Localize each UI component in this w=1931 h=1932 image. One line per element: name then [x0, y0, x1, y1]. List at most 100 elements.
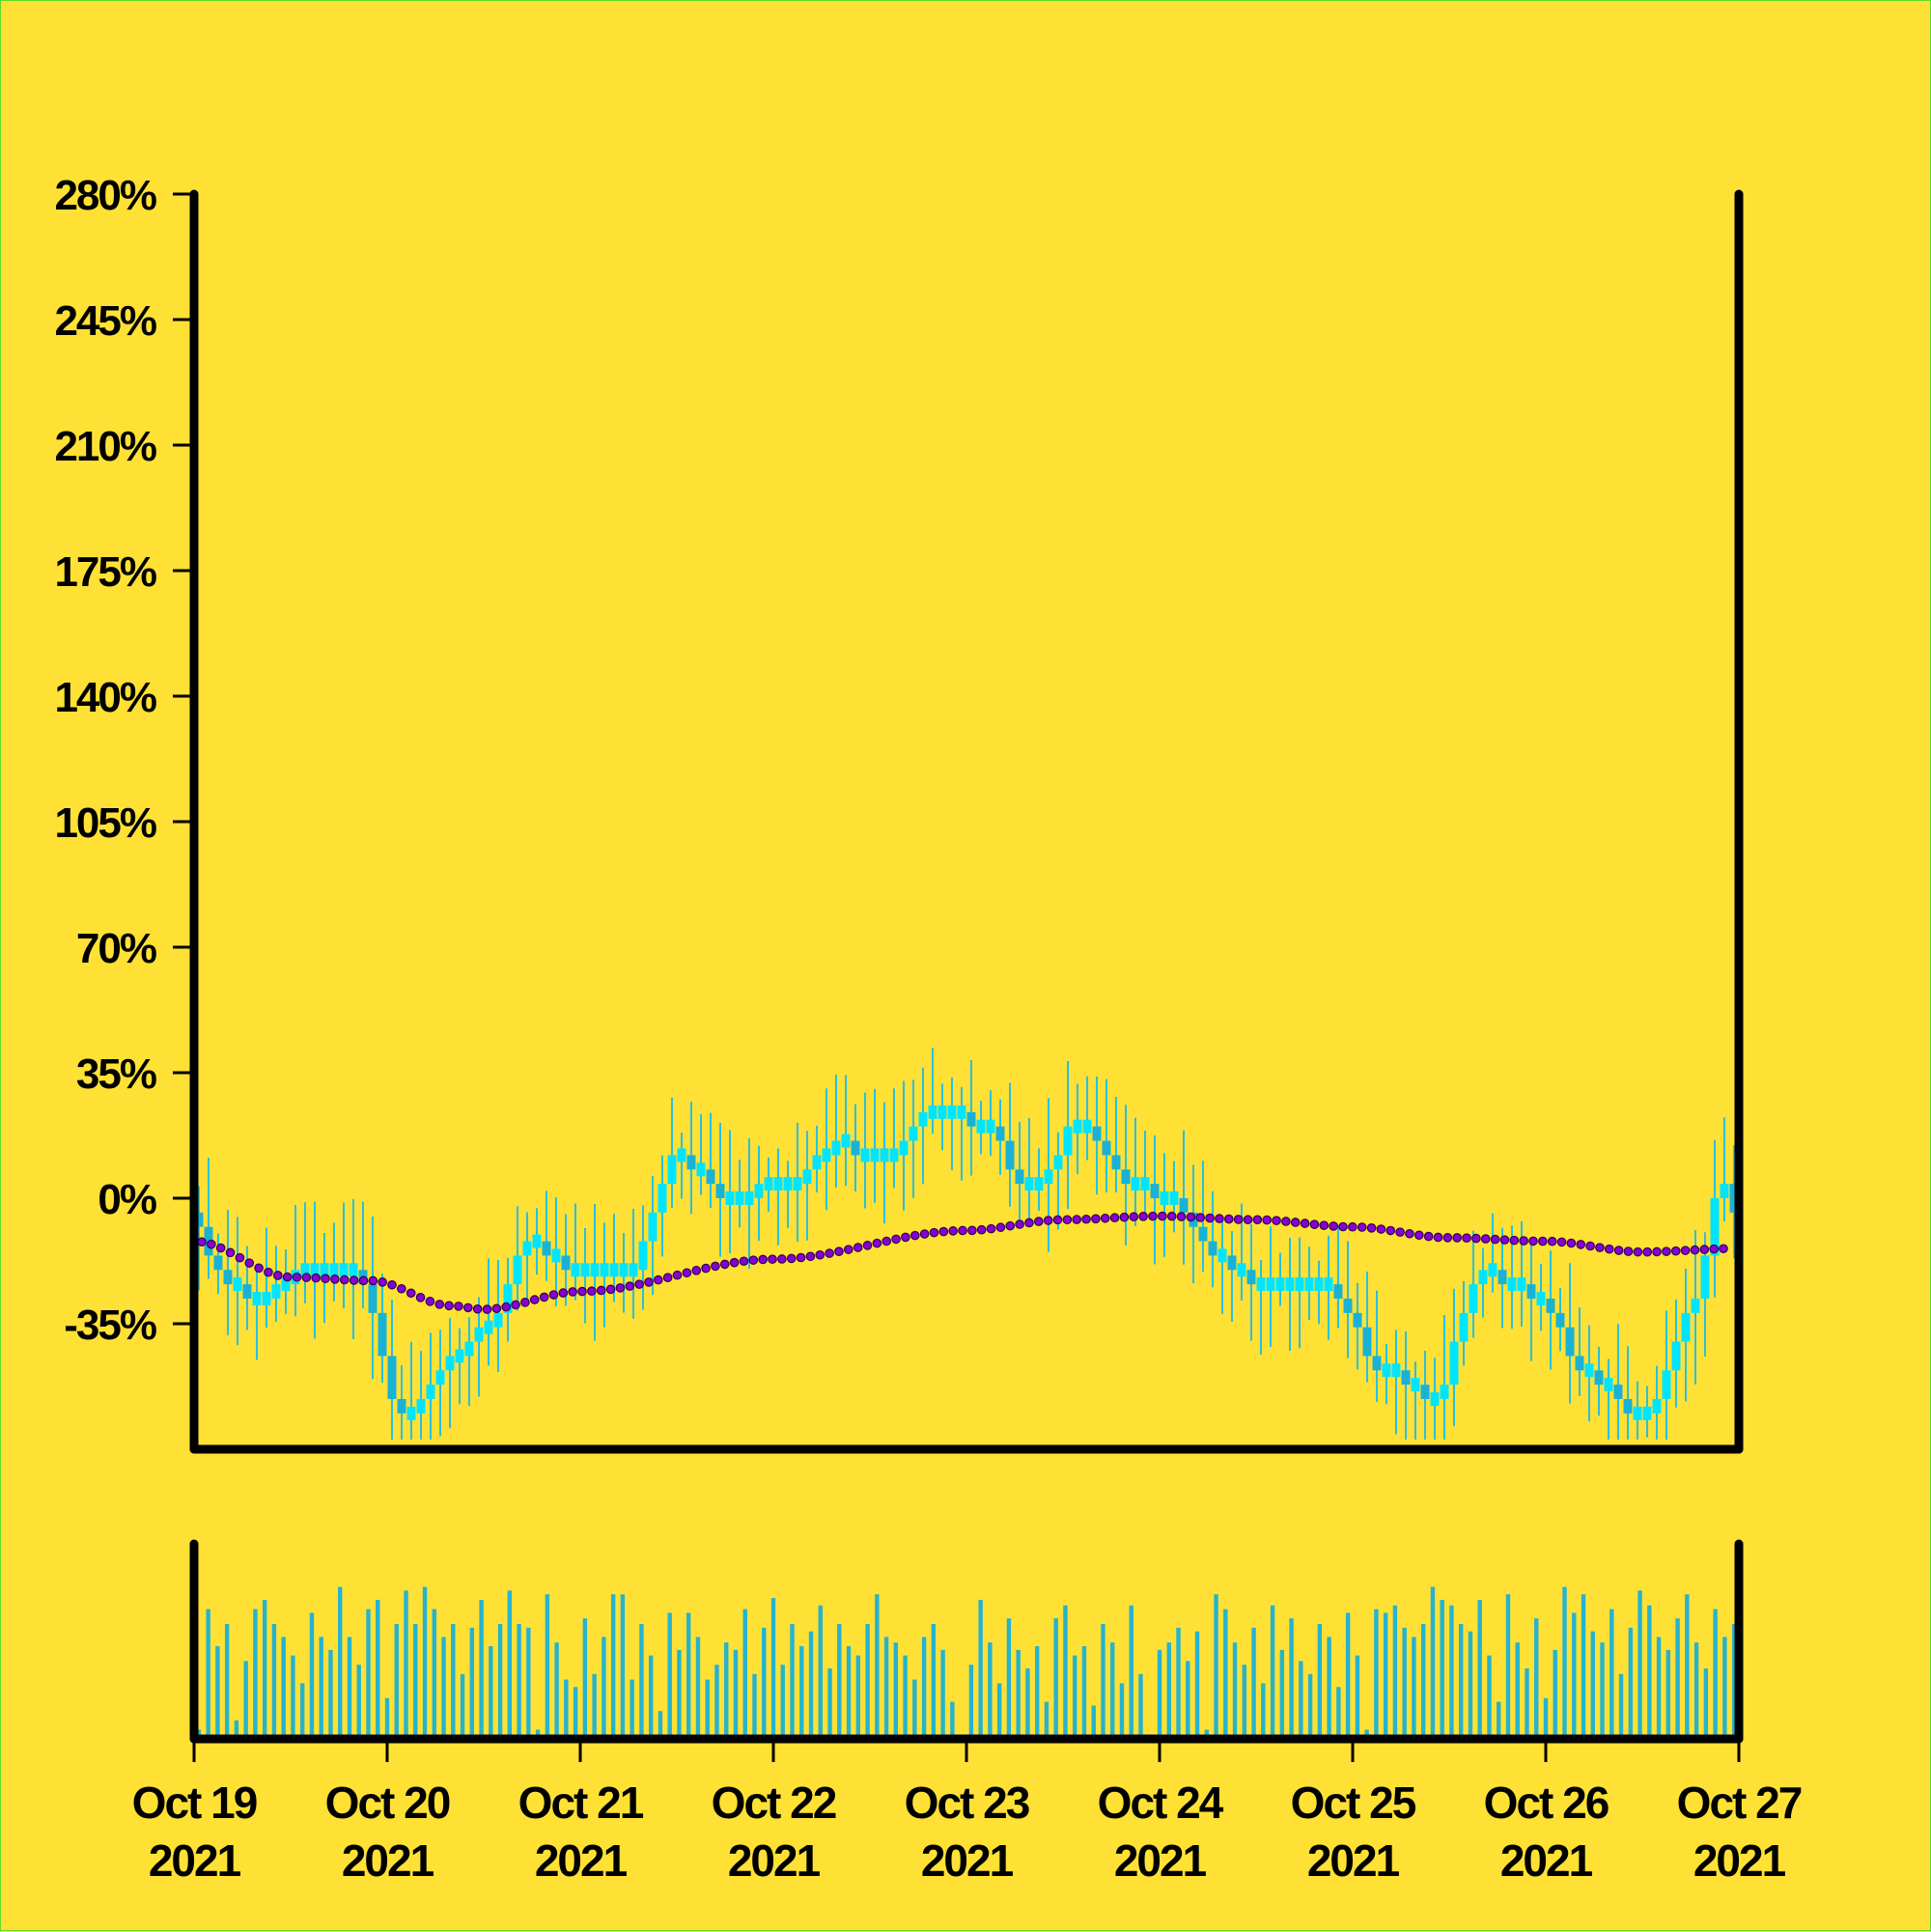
moving-average-point: [1062, 1215, 1073, 1225]
candle: [696, 1113, 706, 1195]
candle-body: [648, 1212, 658, 1242]
moving-average-point: [967, 1225, 977, 1236]
volume-bar: [968, 1665, 974, 1739]
volume-bar: [479, 1600, 484, 1739]
moving-average-point: [397, 1283, 406, 1294]
candle: [957, 1086, 966, 1181]
candle-body: [1575, 1356, 1584, 1371]
volume-bar: [705, 1679, 710, 1739]
candle: [1275, 1252, 1285, 1306]
moving-average-point: [1547, 1236, 1557, 1246]
volume-bar: [686, 1612, 691, 1739]
moving-average-point: [1186, 1212, 1196, 1222]
volume-bar: [1129, 1605, 1133, 1739]
volume-bar: [299, 1683, 305, 1739]
candle: [995, 1099, 1005, 1175]
candle: [899, 1080, 909, 1211]
candle-body: [1720, 1184, 1729, 1198]
candle: [513, 1206, 522, 1311]
candle-body: [957, 1105, 966, 1119]
moving-average-point: [995, 1222, 1006, 1233]
volume-bar: [667, 1612, 672, 1739]
candle: [590, 1203, 600, 1341]
volume-bar: [610, 1594, 616, 1739]
candle-body: [1594, 1370, 1604, 1386]
moving-average-point: [264, 1267, 273, 1277]
moving-average-point: [634, 1279, 644, 1289]
moving-average-point: [539, 1292, 549, 1302]
moving-average-point: [1176, 1212, 1187, 1221]
candle: [1555, 1288, 1565, 1352]
moving-average-point: [548, 1290, 559, 1300]
candle-body: [1005, 1140, 1015, 1170]
moving-average-point: [568, 1287, 577, 1297]
volume-bar: [1232, 1642, 1238, 1739]
moving-average-point: [768, 1254, 777, 1264]
candle: [1362, 1272, 1372, 1383]
candle: [1246, 1223, 1256, 1341]
candle: [715, 1123, 725, 1257]
candle: [1729, 1145, 1739, 1259]
candle-body: [1565, 1327, 1575, 1357]
candle-body: [1073, 1119, 1082, 1134]
candle-body: [1150, 1184, 1160, 1198]
candle: [1391, 1330, 1401, 1435]
candle: [1613, 1324, 1623, 1440]
volume-bar: [1713, 1609, 1718, 1739]
y-tick-label: 105%: [54, 799, 155, 847]
candle: [1189, 1164, 1198, 1284]
candle-body: [870, 1148, 880, 1162]
candle: [435, 1330, 445, 1437]
candle-body: [609, 1263, 619, 1277]
volume-bar: [695, 1637, 701, 1739]
moving-average-point: [1272, 1216, 1281, 1225]
volume-bar: [1590, 1631, 1595, 1739]
volume-bar: [658, 1711, 663, 1739]
candle: [329, 1222, 339, 1302]
volume-bar: [328, 1649, 333, 1739]
candle-body: [242, 1284, 252, 1299]
moving-average-point: [910, 1230, 920, 1241]
candle: [1459, 1280, 1469, 1366]
volume-bar: [545, 1594, 550, 1739]
candle: [928, 1048, 938, 1134]
moving-average-point: [1538, 1236, 1548, 1246]
candle: [1024, 1117, 1034, 1223]
candle-body: [1691, 1299, 1700, 1313]
candle: [1681, 1268, 1691, 1402]
moving-average-point: [1690, 1245, 1700, 1255]
volume-bar: [602, 1637, 606, 1739]
candle: [1005, 1082, 1015, 1207]
candle: [1073, 1083, 1082, 1175]
candle-body: [889, 1148, 899, 1162]
candle-body: [349, 1263, 358, 1277]
volume-bar: [912, 1679, 917, 1739]
candle-body: [542, 1241, 551, 1256]
candle-body: [1044, 1169, 1053, 1185]
moving-average-point: [425, 1297, 435, 1306]
candle-body: [1430, 1392, 1440, 1406]
candle: [1063, 1060, 1073, 1210]
volume-bar: [1138, 1673, 1143, 1739]
candle: [1604, 1358, 1613, 1440]
candle-body: [474, 1327, 484, 1342]
candle: [503, 1257, 513, 1342]
moving-average-point: [1348, 1221, 1357, 1232]
moving-average-point: [1081, 1214, 1091, 1224]
candle: [860, 1092, 870, 1209]
moving-average-point: [596, 1285, 606, 1296]
moving-average-point: [349, 1275, 359, 1285]
y-tick-label: 210%: [54, 423, 155, 470]
volume-bar: [648, 1655, 654, 1739]
candle: [233, 1217, 242, 1346]
volume-bar: [714, 1665, 719, 1739]
moving-average-point: [1319, 1220, 1329, 1230]
candle-body: [1256, 1277, 1266, 1292]
volume-bar: [931, 1623, 937, 1739]
candles-layer: [194, 1048, 1739, 1440]
volume-bar: [875, 1594, 880, 1739]
volume-bar: [1166, 1642, 1171, 1739]
candle-body: [1729, 1184, 1739, 1213]
volume-bar: [1279, 1649, 1285, 1739]
